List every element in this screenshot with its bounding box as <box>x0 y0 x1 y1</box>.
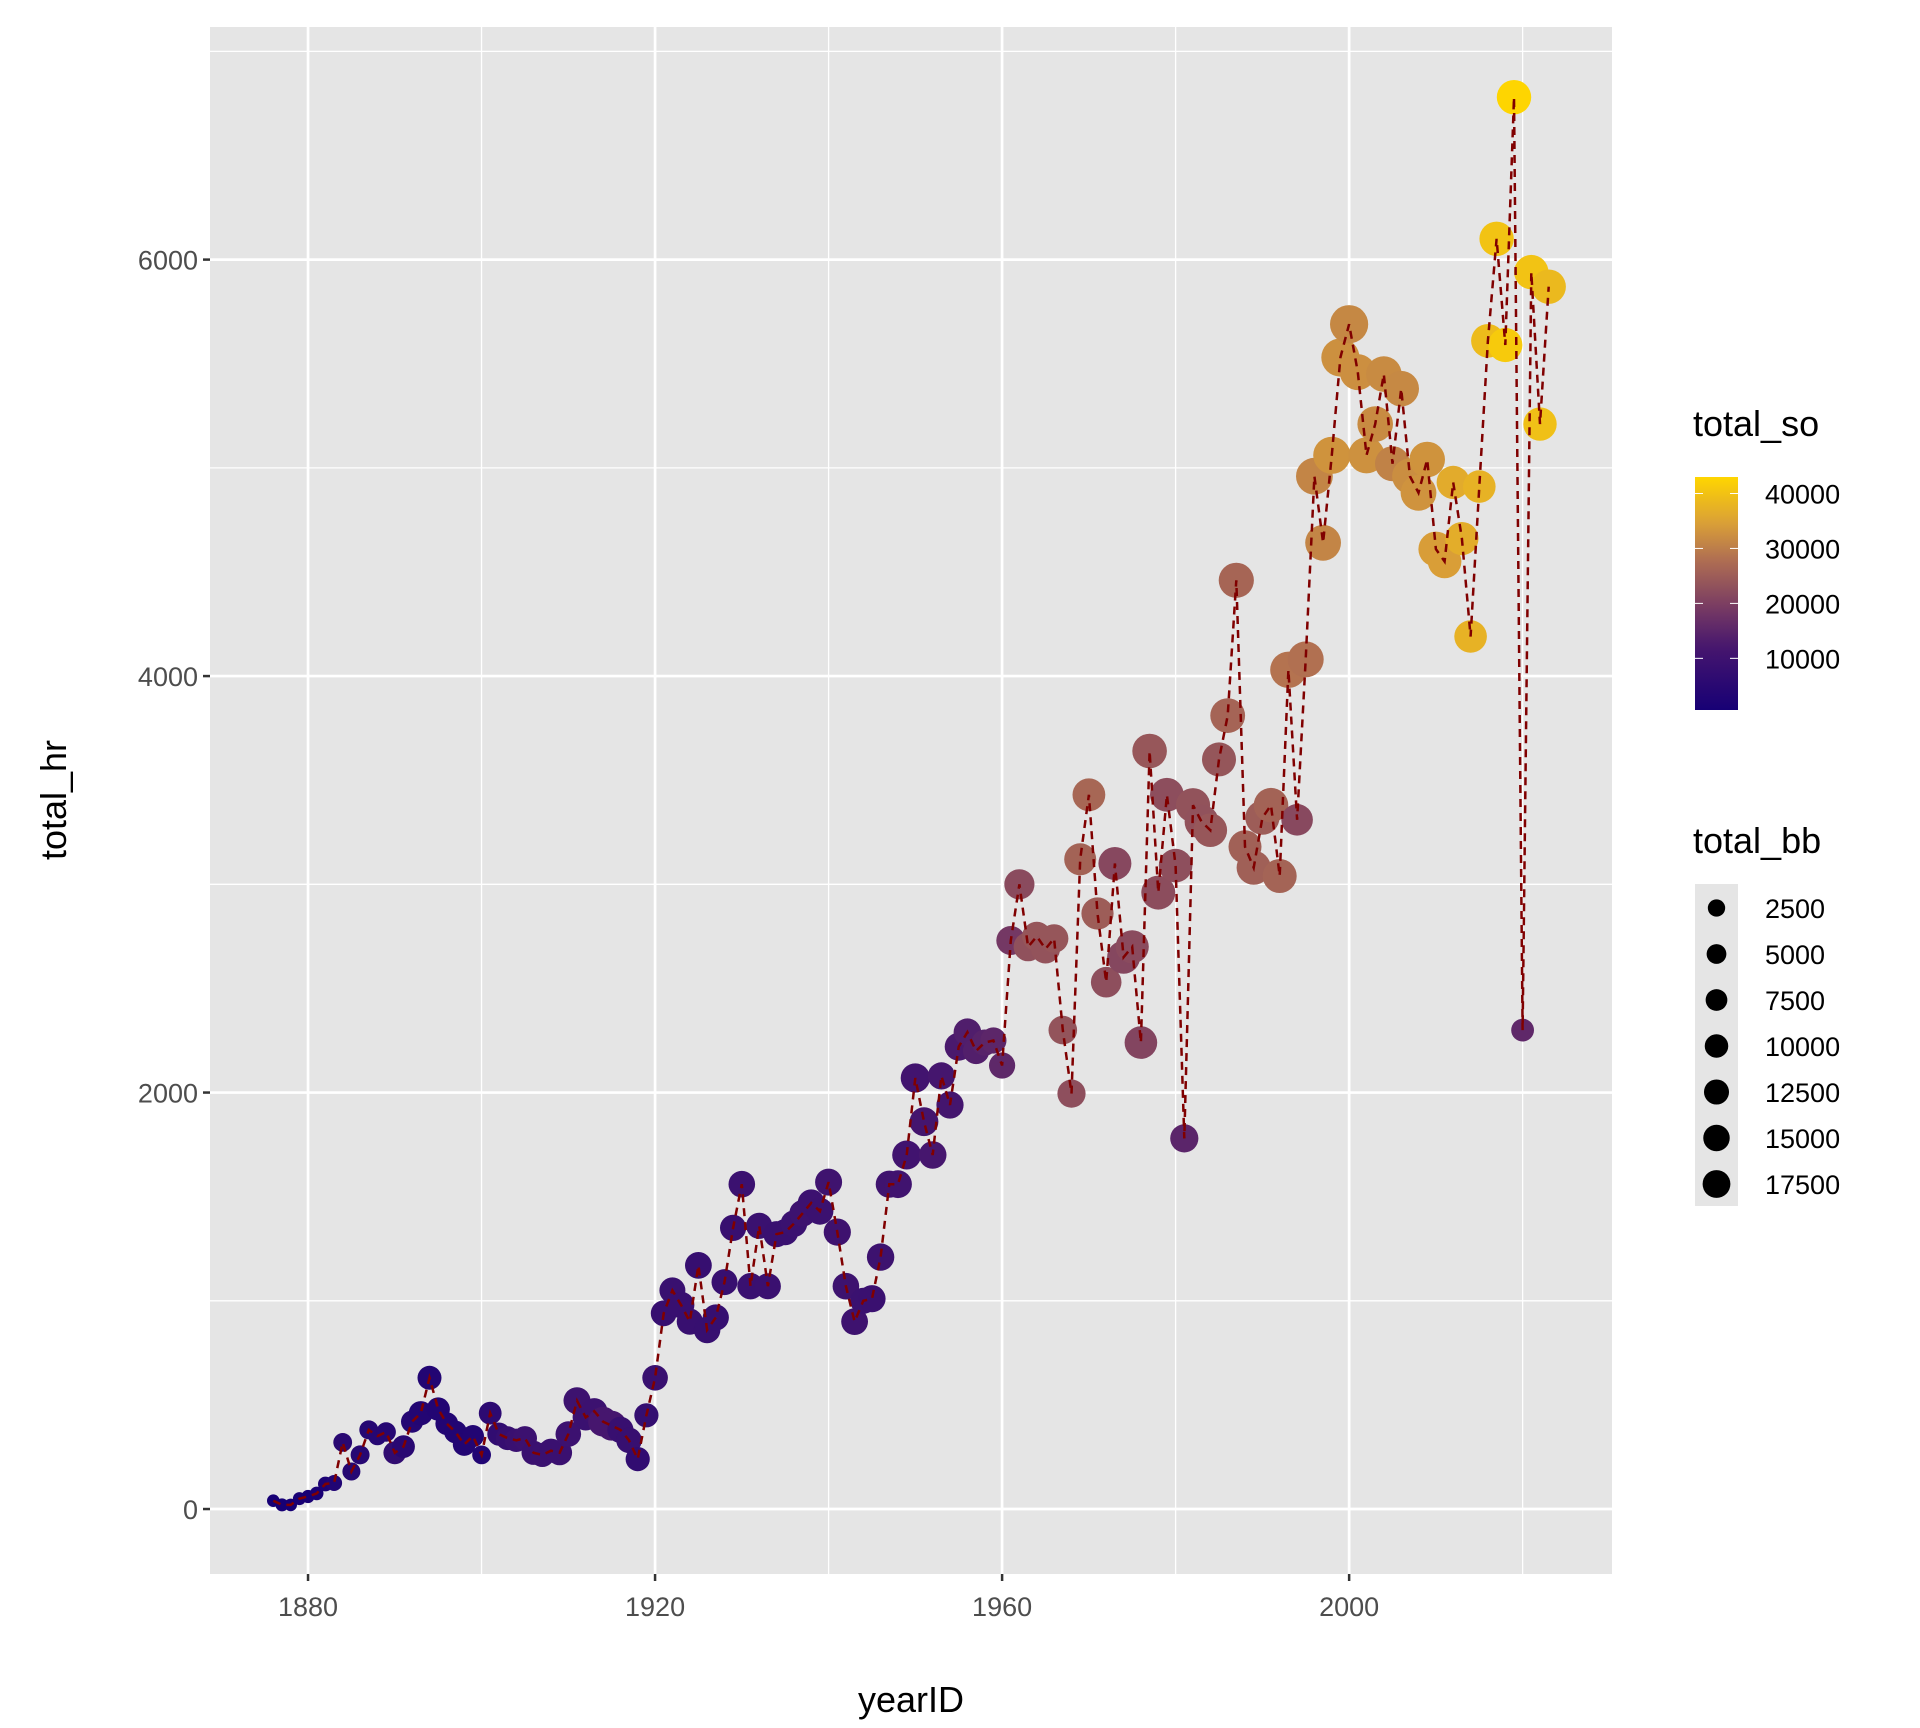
data-point <box>1409 441 1445 478</box>
data-point <box>1436 465 1470 499</box>
data-point <box>1057 1079 1086 1108</box>
size-legend-key <box>1704 1034 1729 1058</box>
data-point <box>1463 470 1496 503</box>
data-point <box>376 1422 396 1442</box>
y-axis-ticks: 0 2000 4000 6000 <box>138 246 210 1525</box>
data-point <box>866 1243 895 1271</box>
color-legend-label: 40000 <box>1765 479 1840 509</box>
x-tick-label: 1920 <box>625 1592 685 1622</box>
data-points <box>267 80 1566 1512</box>
size-legend-key <box>1703 1124 1730 1152</box>
y-tick-label: 0 <box>183 1495 198 1525</box>
data-point <box>1305 524 1341 561</box>
size-legend-label: 10000 <box>1765 1032 1840 1062</box>
x-axis-ticks: 1880 1920 1960 2000 <box>278 1574 1379 1622</box>
data-point <box>1132 733 1167 769</box>
data-point <box>1141 875 1176 910</box>
data-point <box>685 1252 712 1279</box>
y-tick-label: 6000 <box>138 246 198 276</box>
data-point <box>1210 698 1246 733</box>
data-point <box>625 1447 650 1472</box>
data-point <box>326 1475 343 1491</box>
data-point <box>927 1062 956 1090</box>
data-point <box>702 1304 729 1331</box>
data-point <box>1150 777 1184 812</box>
color-legend-label: 10000 <box>1765 644 1840 674</box>
data-point <box>1081 897 1114 930</box>
data-point <box>1158 848 1193 883</box>
y-axis-title: total_hr <box>33 740 74 860</box>
data-point <box>275 1498 289 1512</box>
x-axis-title: yearID <box>858 1679 964 1720</box>
plot-panel <box>210 27 1612 1574</box>
data-point <box>1202 742 1236 777</box>
x-tick-label: 1880 <box>278 1592 338 1622</box>
size-legend-key <box>1705 989 1728 1011</box>
data-point <box>333 1433 353 1452</box>
data-point <box>1064 843 1097 876</box>
size-legend-key <box>1703 1079 1730 1105</box>
data-point <box>909 1107 939 1137</box>
color-legend: total_so 40000 30000 20000 10000 <box>1693 403 1840 710</box>
size-legend-title: total_bb <box>1693 820 1821 861</box>
size-legend-key <box>1706 944 1727 964</box>
size-legend: total_bb 2500 5000 7500 10000 12500 15000 1750… <box>1693 820 1840 1206</box>
data-point <box>841 1308 868 1335</box>
color-legend-title: total_so <box>1693 403 1819 444</box>
data-point <box>1496 80 1532 115</box>
y-tick-label: 4000 <box>138 662 198 692</box>
color-bar <box>1695 477 1738 710</box>
size-legend-label: 5000 <box>1765 940 1825 970</box>
size-legend-label: 12500 <box>1765 1078 1840 1108</box>
data-point <box>884 1170 912 1199</box>
color-legend-label: 20000 <box>1765 589 1840 619</box>
size-legend-key <box>1702 1170 1731 1198</box>
size-legend-label: 15000 <box>1765 1124 1840 1154</box>
data-point <box>1262 859 1297 893</box>
size-legend-label: 2500 <box>1765 894 1825 924</box>
color-legend-label: 30000 <box>1765 534 1840 564</box>
data-point <box>1339 354 1376 391</box>
data-point <box>1253 787 1289 823</box>
series-line <box>272 97 1550 1507</box>
x-tick-label: 2000 <box>1319 1592 1379 1622</box>
size-legend-key <box>1707 899 1726 917</box>
data-point <box>858 1285 886 1313</box>
x-tick-label: 1960 <box>972 1592 1032 1622</box>
size-legend-label: 17500 <box>1765 1170 1840 1200</box>
size-legend-label: 7500 <box>1765 986 1825 1016</box>
y-tick-label: 2000 <box>138 1079 198 1109</box>
data-point <box>1090 966 1122 998</box>
data-point <box>1383 370 1419 407</box>
data-point <box>1287 641 1324 678</box>
data-point <box>642 1365 668 1391</box>
data-point <box>1124 1026 1158 1059</box>
